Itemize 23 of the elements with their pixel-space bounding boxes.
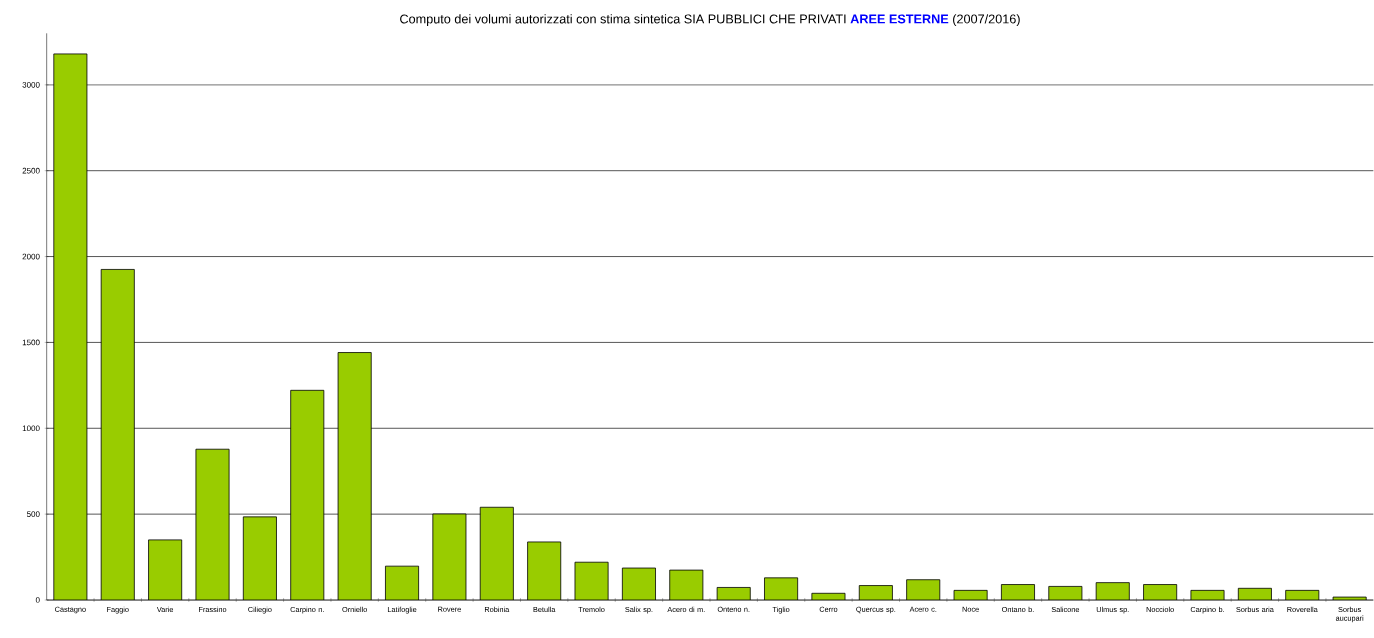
bar <box>148 539 182 600</box>
bar <box>53 53 87 600</box>
y-tick-label: 0 <box>35 597 40 603</box>
y-tick-label: 3000 <box>22 82 40 88</box>
bar <box>195 449 230 600</box>
bar <box>622 568 656 600</box>
y-tick-label: 500 <box>26 511 40 517</box>
bar <box>338 352 372 600</box>
bar <box>243 516 277 600</box>
y-tick-label: 2000 <box>22 253 40 260</box>
bar <box>432 513 466 600</box>
y-tick-label: 2500 <box>22 167 40 174</box>
bar <box>764 577 798 600</box>
chart-title: Computo dei volumi autorizzati con stima sintetica SIA PUBBLICI CHE PRIVATI AREE ESTERNE (2007/2016) <box>400 14 1020 26</box>
y-tick-label: 1500 <box>22 339 40 346</box>
bar <box>906 579 940 600</box>
bar <box>385 566 419 600</box>
bar <box>669 570 703 600</box>
bar <box>101 269 135 600</box>
bar <box>527 541 561 600</box>
bar <box>480 507 514 600</box>
y-tick-label: 1000 <box>22 425 40 432</box>
bar <box>290 390 324 600</box>
